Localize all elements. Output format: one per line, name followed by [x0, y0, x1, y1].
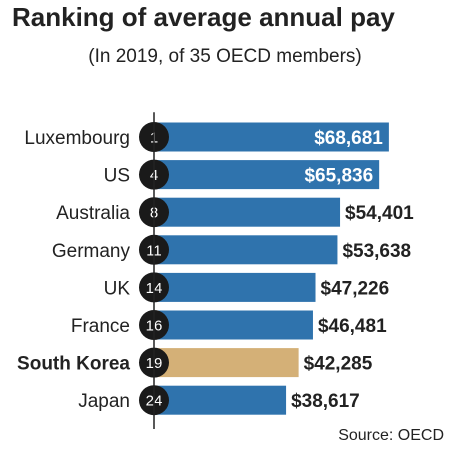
- value-label: $65,836: [304, 166, 373, 187]
- bar: [154, 348, 299, 378]
- value-label: $38,617: [291, 391, 360, 412]
- bar: [154, 385, 287, 415]
- bar: [154, 310, 313, 340]
- category-label: France: [71, 316, 130, 337]
- category-label: US: [104, 166, 130, 187]
- category-label: Luxembourg: [24, 128, 130, 149]
- value-label: $68,681: [314, 128, 383, 149]
- category-label: Australia: [56, 203, 130, 224]
- category-label: Germany: [52, 241, 131, 262]
- chart-title: Ranking of average annual pay: [12, 2, 395, 32]
- category-label: UK: [104, 278, 131, 299]
- category-label: South Korea: [17, 354, 130, 375]
- category-label: Japan: [78, 391, 130, 412]
- value-label: $54,401: [345, 203, 414, 224]
- bar: [154, 235, 338, 265]
- bar: [154, 122, 389, 152]
- value-label: $46,481: [318, 316, 387, 337]
- bar: [154, 160, 380, 190]
- value-label: $53,638: [342, 241, 411, 262]
- bar: [154, 197, 341, 227]
- value-label: $47,226: [321, 278, 390, 299]
- bar: [154, 272, 316, 302]
- value-label: $42,285: [304, 354, 373, 375]
- chart-subtitle: (In 2019, of 35 OECD members): [88, 46, 362, 67]
- source-note: Source: OECD: [338, 427, 444, 444]
